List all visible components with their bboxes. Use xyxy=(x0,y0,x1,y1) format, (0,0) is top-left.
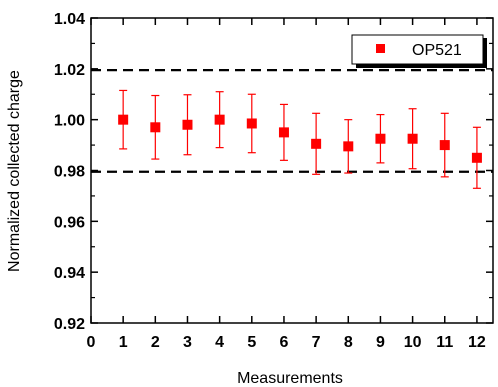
x-tick-label: 12 xyxy=(468,334,486,351)
point-marker xyxy=(246,118,257,129)
y-tick-label: 1.00 xyxy=(54,113,85,130)
x-tick-label: 1 xyxy=(119,334,128,351)
y-tick-label: 0.92 xyxy=(54,316,85,333)
data-point xyxy=(439,112,450,178)
legend-marker-op521 xyxy=(376,44,385,53)
data-point xyxy=(407,108,418,170)
y-tick-label: 0.94 xyxy=(54,265,85,282)
data-point xyxy=(214,91,225,149)
data-point xyxy=(375,113,386,164)
data-point xyxy=(246,93,257,154)
point-marker xyxy=(118,114,129,125)
point-marker xyxy=(439,140,450,151)
x-tick-label: 8 xyxy=(344,334,353,351)
x-tick-label: 7 xyxy=(312,334,321,351)
x-axis-title: Measurements xyxy=(237,370,343,387)
point-marker xyxy=(182,119,193,130)
point-marker xyxy=(471,152,482,163)
legend-label-op521: OP521 xyxy=(412,42,462,59)
point-marker xyxy=(311,138,322,149)
y-tick-label: 1.02 xyxy=(54,62,85,79)
point-marker xyxy=(407,133,418,144)
x-tick-label: 6 xyxy=(280,334,289,351)
x-tick-label: 3 xyxy=(183,334,192,351)
legend-box xyxy=(351,34,484,65)
point-marker xyxy=(214,114,225,125)
x-tick-label: 2 xyxy=(151,334,160,351)
point-marker xyxy=(278,127,289,138)
data-point xyxy=(150,94,161,160)
data-point xyxy=(311,112,322,175)
data-point xyxy=(118,89,129,150)
data-point xyxy=(343,119,354,174)
x-tick-label: 0 xyxy=(87,334,96,351)
y-axis-title: Normalized collected charge xyxy=(6,70,23,272)
data-points xyxy=(118,89,482,189)
data-point xyxy=(278,103,289,161)
x-tick-label: 10 xyxy=(404,334,422,351)
x-tick-label: 11 xyxy=(436,334,453,351)
y-tick-label: 1.04 xyxy=(54,11,85,28)
x-tick-label: 9 xyxy=(376,334,385,351)
point-marker xyxy=(375,133,386,144)
y-tick-label: 0.98 xyxy=(54,164,85,181)
x-tick-label: 4 xyxy=(215,334,224,351)
reference-lines xyxy=(91,69,493,173)
data-point xyxy=(182,94,193,156)
point-marker xyxy=(150,122,161,133)
data-point xyxy=(471,126,482,189)
point-marker xyxy=(343,141,354,152)
x-tick-label: 5 xyxy=(247,334,256,351)
y-tick-label: 0.96 xyxy=(54,214,85,231)
x-axis-ticks: 0 1 2 3 4 5 6 7 8 9 10 11 12 xyxy=(87,18,486,351)
legend: OP521 xyxy=(351,34,487,68)
y-axis-ticks: 0.92 0.94 0.96 0.98 1.00 1.02 1.04 xyxy=(54,11,493,333)
